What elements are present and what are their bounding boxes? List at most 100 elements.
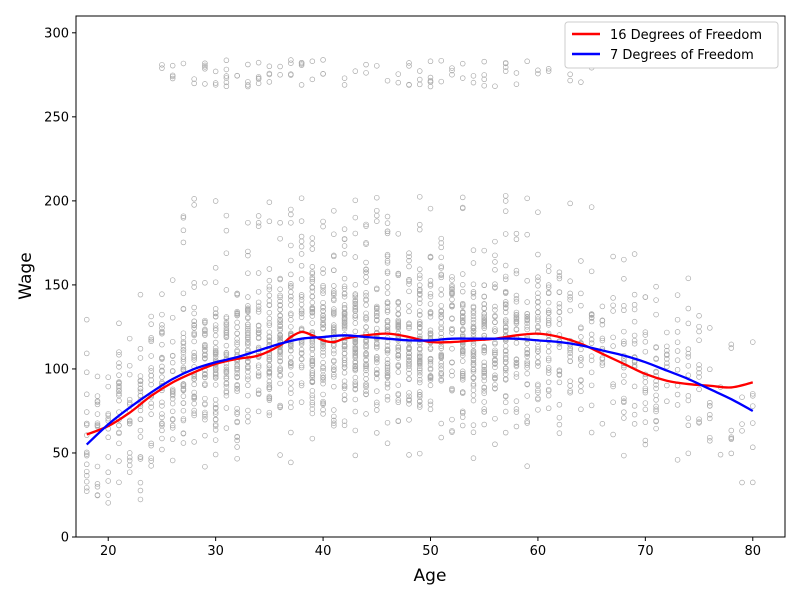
scatter-point — [427, 332, 434, 339]
scatter-point — [309, 264, 316, 270]
scatter-point — [567, 347, 573, 354]
scatter-point — [202, 328, 208, 335]
scatter-point — [223, 83, 230, 90]
scatter-point — [395, 317, 402, 324]
scatter-point — [621, 307, 627, 313]
scatter-point — [331, 347, 337, 354]
scatter-point — [438, 303, 444, 309]
scatter-point — [621, 409, 627, 415]
scatter-point — [459, 375, 466, 381]
scatter-point — [223, 227, 230, 234]
scatter-point — [438, 330, 444, 337]
scatter-point — [513, 374, 520, 380]
scatter-point — [191, 196, 197, 202]
scatter-point — [363, 357, 369, 363]
scatter-point — [449, 345, 455, 352]
scatter-point — [288, 343, 294, 350]
scatter-point — [481, 58, 487, 65]
scatter-point — [427, 281, 434, 287]
scatter-point — [459, 326, 466, 332]
scatter-point — [266, 370, 273, 377]
scatter-point — [277, 404, 283, 410]
scatter-point — [513, 363, 520, 370]
scatter-point — [384, 270, 391, 276]
scatter-point — [395, 369, 402, 375]
scatter-point — [341, 275, 348, 282]
scatter-point — [277, 319, 283, 325]
scatter-point — [126, 462, 133, 469]
scatter-point — [352, 452, 359, 459]
scatter-point — [395, 355, 402, 361]
scatter-point — [384, 220, 391, 226]
scatter-point — [159, 341, 165, 348]
scatter-point — [202, 411, 208, 418]
scatter-point — [502, 324, 509, 330]
scatter-point — [642, 387, 649, 394]
scatter-point — [320, 398, 326, 405]
scatter-point — [578, 334, 584, 340]
scatter-point — [202, 401, 208, 408]
scatter-point — [298, 233, 305, 240]
scatter-point — [599, 303, 606, 310]
scatter-point — [288, 271, 294, 278]
scatter-point — [707, 438, 713, 444]
scatter-point — [94, 420, 101, 426]
scatter-point — [449, 330, 455, 336]
scatter-point — [298, 297, 305, 303]
scatter-point — [363, 266, 369, 272]
scatter-point — [309, 388, 316, 394]
scatter-point — [417, 379, 423, 386]
scatter-point — [234, 411, 240, 417]
scatter-point — [255, 299, 262, 306]
scatter-point — [94, 411, 101, 417]
scatter-point — [438, 311, 444, 318]
scatter-point — [535, 359, 541, 365]
scatter-point — [524, 463, 530, 469]
scatter-point — [309, 276, 316, 283]
scatter-point — [674, 316, 681, 323]
scatter-point — [470, 359, 477, 366]
scatter-point — [438, 351, 444, 358]
scatter-point — [191, 332, 197, 339]
x-axis: 20 30 40 50 60 70 80 — [100, 537, 761, 559]
scatter-point — [277, 286, 283, 293]
scatter-point — [492, 238, 498, 245]
scatter-point — [83, 369, 90, 376]
scatter-point — [245, 306, 251, 313]
scatter-point — [352, 363, 359, 370]
scatter-point — [599, 420, 606, 427]
scatter-point — [223, 319, 230, 326]
scatter-point — [245, 323, 251, 330]
scatter-point — [309, 402, 316, 408]
scatter-point — [245, 314, 251, 320]
scatter-point — [266, 337, 273, 344]
scatter-point — [212, 421, 219, 428]
scatter-point — [320, 312, 326, 319]
scatter-point — [341, 350, 348, 356]
scatter-point — [288, 317, 294, 323]
scatter-point — [524, 326, 530, 333]
scatter-point — [417, 221, 423, 228]
scatter-point — [320, 352, 326, 359]
scatter-point — [180, 60, 187, 67]
scatter-point — [588, 340, 595, 346]
scatter-point — [642, 332, 649, 338]
scatter-point — [94, 422, 101, 429]
scatter-point — [374, 303, 380, 310]
scatter-point — [384, 381, 391, 388]
scatter-point — [331, 417, 337, 424]
scatter-point — [363, 345, 369, 351]
scatter-point — [631, 337, 638, 344]
scatter-point — [309, 342, 316, 349]
scatter-point — [545, 322, 552, 328]
scatter-point — [653, 403, 659, 410]
scatter-point — [180, 430, 187, 437]
scatter-point — [94, 481, 101, 487]
scatter-point — [234, 339, 240, 346]
scatter-point — [191, 349, 197, 356]
scatter-point — [234, 330, 240, 337]
scatter-point — [352, 297, 359, 304]
scatter-point — [502, 299, 509, 305]
scatter-point — [395, 323, 402, 329]
scatter-point — [180, 387, 187, 393]
